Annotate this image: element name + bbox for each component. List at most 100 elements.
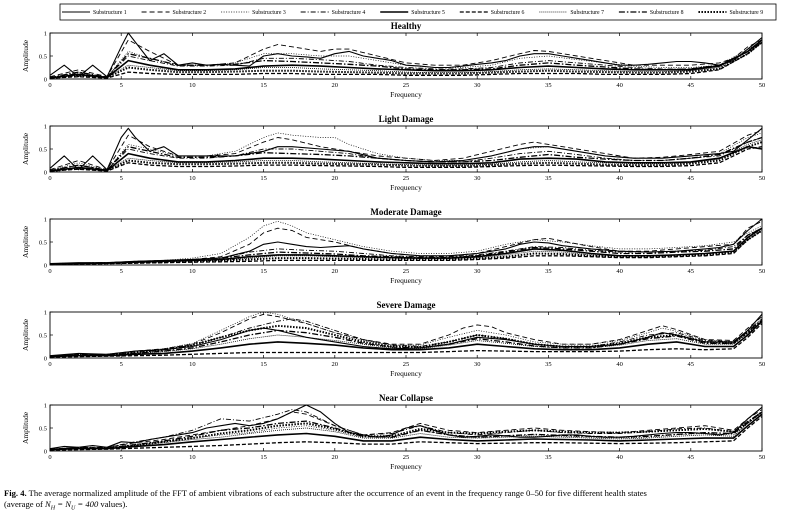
caption-text: The average normalized amplitude of the … (26, 488, 647, 498)
x-axis-label: Frequency (390, 462, 422, 471)
x-tick-label: 30 (474, 361, 481, 368)
series-line-9 (49, 320, 763, 358)
series-line-2 (49, 130, 763, 171)
legend-label-7: Substructure 7 (570, 10, 604, 16)
x-tick-label: 0 (48, 454, 51, 461)
panel-title: Moderate Damage (370, 207, 441, 217)
panel-5: Near Collapse 0 5 10 15 20 25 30 35 40 45 50 0 0.5 1 Fr… (21, 393, 765, 471)
legend-box (59, 3, 777, 21)
panel-2: Light Damage 0 5 10 15 20 25 30 35 40 45 50 0 0.5 1 Fre… (21, 114, 765, 192)
series-line-5 (49, 413, 763, 451)
x-tick-label: 45 (688, 175, 695, 182)
x-tick-label: 50 (759, 268, 766, 275)
x-tick-label: 0 (48, 268, 51, 275)
y-tick-label: 0 (44, 448, 47, 455)
x-tick-label: 40 (616, 361, 623, 368)
x-tick-label: 5 (120, 361, 123, 368)
x-tick-label: 15 (260, 82, 267, 89)
x-tick-label: 30 (474, 82, 481, 89)
y-axis-label: Amplitude (21, 318, 30, 351)
x-tick-label: 0 (48, 361, 51, 368)
x-tick-label: 35 (545, 82, 552, 89)
panel-title: Light Damage (379, 114, 434, 124)
series-line-9 (49, 141, 763, 173)
x-tick-label: 5 (120, 175, 123, 182)
series-line-2 (49, 39, 763, 78)
series-line-8 (49, 319, 763, 358)
series-line-6 (49, 323, 763, 358)
series-line-5 (49, 145, 763, 172)
x-tick-label: 0 (48, 82, 51, 89)
x-tick-label: 5 (120, 268, 123, 275)
figure-caption: Fig. 4. The average normalized amplitude… (4, 488, 784, 515)
x-tick-label: 50 (759, 454, 766, 461)
panel-title: Healthy (391, 21, 422, 31)
series-line-5 (49, 320, 763, 358)
x-tick-label: 15 (260, 454, 267, 461)
x-tick-label: 30 (474, 175, 481, 182)
y-tick-label: 1 (44, 216, 47, 223)
series-line-7 (49, 320, 763, 357)
x-tick-label: 40 (616, 82, 623, 89)
y-axis-label: Amplitude (21, 225, 30, 258)
figure: Substructure 1 Substructure 2 Substructure… (21, 3, 777, 471)
series-line-9 (49, 41, 763, 80)
panel-title: Near Collapse (379, 393, 433, 403)
series-line-3 (49, 41, 763, 78)
x-tick-label: 15 (260, 268, 267, 275)
y-tick-label: 1 (44, 30, 47, 37)
x-tick-label: 30 (474, 454, 481, 461)
y-tick-label: 0.5 (39, 425, 47, 432)
x-tick-label: 40 (616, 175, 623, 182)
x-tick-label: 10 (189, 82, 196, 89)
x-axis-label: Frequency (390, 276, 422, 285)
series-line-9 (49, 229, 763, 266)
series-line-1 (49, 32, 763, 78)
series-line-8 (49, 227, 763, 265)
caption-math: NH = NU = 400 (45, 499, 99, 512)
series-line-6 (49, 146, 763, 172)
x-tick-label: 5 (120, 454, 123, 461)
x-tick-label: 45 (688, 82, 695, 89)
x-tick-label: 50 (759, 82, 766, 89)
series-line-8 (49, 136, 763, 172)
legend-label-3: Substructure 3 (252, 10, 286, 16)
x-tick-label: 0 (48, 175, 51, 182)
panel-title: Severe Damage (376, 300, 435, 310)
y-tick-label: 0 (44, 169, 47, 176)
x-tick-label: 35 (545, 175, 552, 182)
x-tick-label: 50 (759, 175, 766, 182)
legend-label-9: Substructure 9 (729, 10, 763, 16)
series-line-7 (49, 411, 763, 450)
series-line-4 (49, 409, 763, 450)
y-axis-label: Amplitude (21, 132, 30, 165)
x-tick-label: 10 (189, 361, 196, 368)
x-tick-label: 10 (189, 454, 196, 461)
y-tick-label: 0 (44, 262, 47, 269)
caption-text-2-prefix: (average of (4, 499, 46, 509)
series-line-7 (49, 139, 763, 172)
y-tick-label: 0.5 (39, 239, 47, 246)
x-tick-label: 25 (403, 454, 410, 461)
x-tick-label: 40 (616, 268, 623, 275)
y-tick-label: 1 (44, 309, 47, 316)
x-tick-label: 20 (332, 82, 339, 89)
x-tick-label: 45 (688, 454, 695, 461)
x-tick-label: 50 (759, 361, 766, 368)
x-tick-label: 45 (688, 268, 695, 275)
series-line-9 (49, 411, 763, 451)
series-line-7 (49, 227, 763, 265)
series-line-2 (49, 313, 763, 357)
x-tick-label: 35 (545, 361, 552, 368)
y-tick-label: 1 (44, 123, 47, 130)
x-tick-label: 25 (403, 268, 410, 275)
caption-label: Fig. 4. (4, 488, 27, 498)
x-axis-label: Frequency (390, 90, 422, 99)
legend-label-4: Substructure 4 (332, 10, 366, 16)
series-line-3 (49, 132, 763, 171)
series-line-3 (49, 220, 763, 265)
series-line-4 (49, 41, 763, 79)
y-tick-label: 0.5 (39, 146, 47, 153)
x-tick-label: 30 (474, 268, 481, 275)
legend-label-1: Substructure 1 (93, 10, 127, 16)
